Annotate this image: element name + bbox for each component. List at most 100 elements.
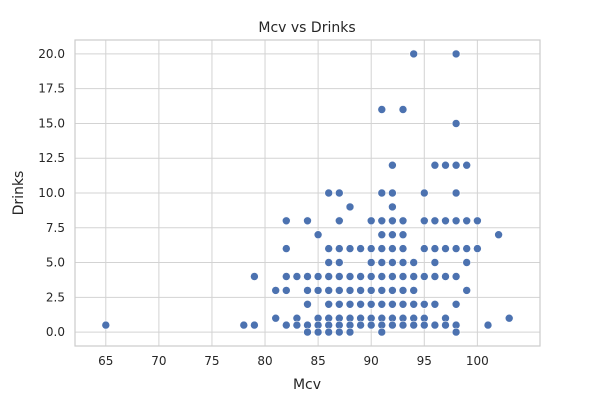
x-tick-label: 95	[417, 354, 432, 368]
data-point	[250, 320, 259, 330]
data-point	[388, 272, 397, 281]
data-point	[281, 244, 291, 253]
data-point	[419, 320, 429, 330]
data-point	[313, 272, 323, 281]
data-point	[356, 299, 365, 309]
y-tick-label: 12.5	[38, 151, 65, 165]
data-point	[451, 49, 461, 59]
data-point	[451, 327, 461, 337]
x-tick-label: 65	[98, 354, 113, 368]
data-point	[409, 49, 419, 59]
data-point	[388, 160, 397, 170]
plot-frame	[74, 39, 541, 347]
data-point	[366, 320, 376, 330]
data-point	[388, 258, 397, 267]
data-point	[324, 258, 334, 267]
data-point	[451, 244, 461, 253]
data-point	[441, 320, 450, 330]
data-point	[281, 320, 291, 330]
x-tick-label: 80	[257, 354, 272, 368]
y-tick-label: 5.0	[46, 256, 65, 270]
y-tick-label: 7.5	[46, 221, 65, 235]
data-point	[334, 272, 344, 281]
data-point	[281, 272, 291, 281]
data-point	[430, 272, 440, 281]
data-point	[430, 244, 440, 253]
data-point	[377, 216, 387, 226]
data-point	[366, 299, 376, 309]
data-point	[398, 258, 408, 267]
data-point	[356, 286, 365, 295]
y-tick-label: 10.0	[38, 186, 65, 200]
data-point	[303, 286, 312, 295]
data-point	[409, 299, 419, 309]
data-point	[398, 105, 408, 114]
data-point	[504, 313, 514, 323]
data-point	[324, 188, 334, 198]
data-point	[366, 244, 376, 253]
x-axis-label: Mcv	[293, 377, 321, 393]
data-point	[334, 188, 344, 198]
data-point	[324, 299, 334, 309]
data-point	[430, 216, 440, 226]
data-point	[451, 160, 461, 170]
data-point	[430, 320, 440, 330]
data-point	[377, 327, 387, 337]
data-point	[430, 299, 440, 309]
data-point	[239, 320, 249, 330]
data-point	[313, 230, 323, 239]
x-tick-label: 85	[310, 354, 325, 368]
y-tick-label: 0.0	[46, 325, 65, 339]
data-point	[419, 244, 429, 253]
data-point	[366, 286, 376, 295]
x-tick-label: 90	[364, 354, 379, 368]
data-point	[462, 216, 472, 226]
data-point	[388, 299, 397, 309]
y-tick-label: 2.5	[46, 290, 65, 304]
data-point	[356, 244, 365, 253]
data-point	[388, 244, 397, 253]
data-point	[313, 286, 323, 295]
data-point	[377, 105, 387, 114]
data-point	[494, 230, 503, 239]
x-tick-labels: 65 70 75 80 85 90 95 100	[98, 354, 489, 368]
data-point	[441, 216, 450, 226]
data-point	[313, 327, 323, 337]
data-point	[388, 230, 397, 239]
y-tick-label: 20.0	[38, 47, 65, 61]
data-point	[462, 258, 472, 267]
data-point	[377, 299, 387, 309]
data-point	[409, 258, 419, 267]
y-tick-labels: 0.0 2.5 5.0 7.5 10.0 12.5 15.0 17.5 20.0	[38, 47, 65, 339]
y-axis-label: Drinks	[11, 171, 27, 216]
data-point	[419, 299, 429, 309]
data-point	[473, 244, 482, 253]
data-point	[441, 160, 450, 170]
data-point	[366, 258, 376, 267]
data-point	[345, 327, 355, 337]
x-tick-label: 75	[204, 354, 219, 368]
data-point	[441, 272, 450, 281]
data-point	[324, 327, 334, 337]
data-points	[101, 49, 514, 337]
data-point	[398, 286, 408, 295]
data-point	[324, 272, 334, 281]
data-point	[377, 188, 387, 198]
data-point	[334, 286, 344, 295]
data-point	[419, 272, 429, 281]
data-point	[345, 299, 355, 309]
data-point	[292, 272, 302, 281]
data-point	[334, 216, 344, 226]
data-point	[303, 216, 312, 226]
data-point	[356, 272, 365, 281]
data-point	[462, 244, 472, 253]
data-point	[409, 272, 419, 281]
data-point	[334, 327, 344, 337]
data-point	[451, 188, 461, 198]
data-point	[281, 286, 291, 295]
data-point	[430, 160, 440, 170]
data-point	[398, 320, 408, 330]
data-point	[281, 216, 291, 226]
data-point	[334, 244, 344, 253]
